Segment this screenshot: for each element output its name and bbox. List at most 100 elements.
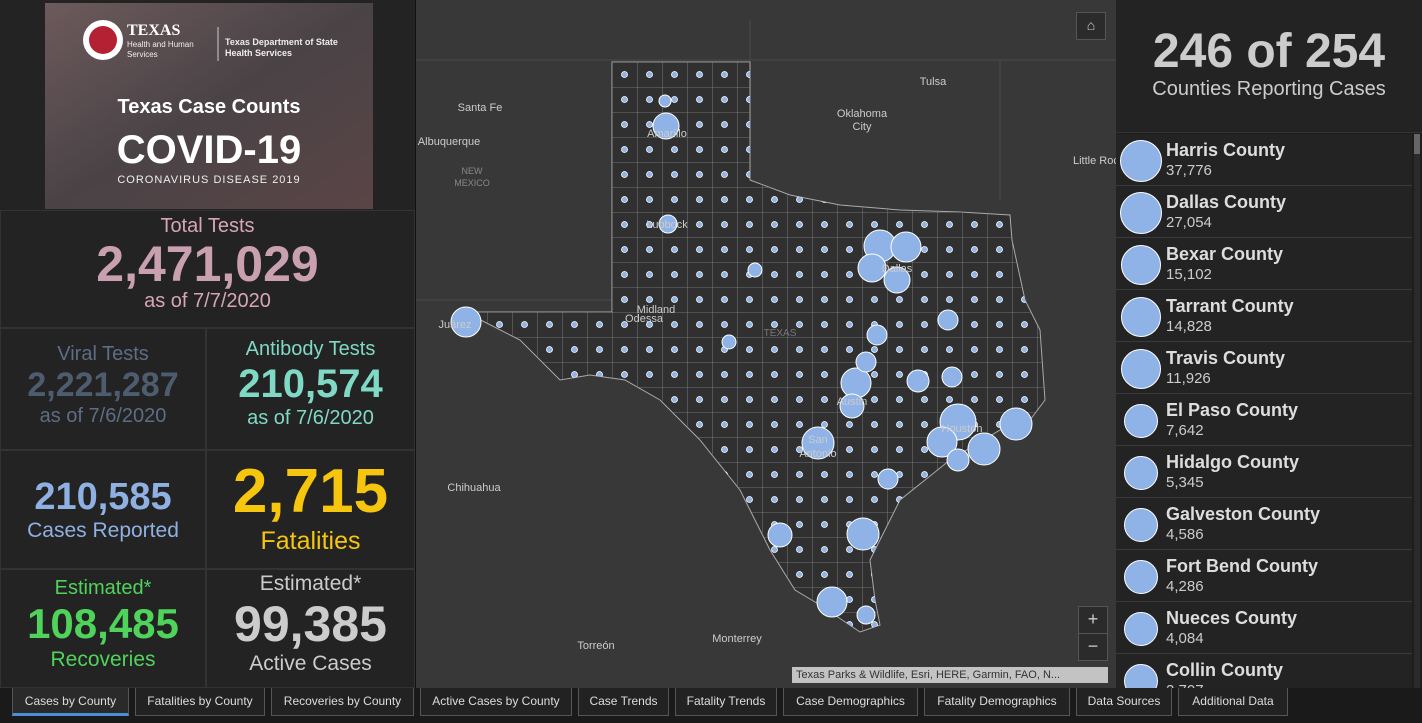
county-cases: 27,054 [1166,214,1212,231]
tab[interactable]: Case Trends [578,688,669,716]
county-cases: 11,926 [1166,370,1211,387]
scrollbar[interactable] [1414,134,1420,688]
map-label: Amarillo [647,128,687,140]
county-name: Galveston County [1166,504,1321,524]
county-bubble [1124,612,1158,646]
county-row[interactable]: Galveston County 4,586 [1116,498,1412,550]
map-label: Odessa [625,313,664,325]
attribution: Texas Parks & Wildlife, Esri, HERE, Garm… [792,667,1108,683]
map-label: MEXICO [454,178,490,188]
map-label: Houston [942,423,983,435]
value: 108,485 [27,600,179,647]
counties-reporting: 246 of 254 Counties Reporting Cases [1116,0,1422,133]
county-row[interactable]: Collin County 2,707 [1116,654,1412,688]
right-panel: 246 of 254 Counties Reporting Cases Harr… [1116,0,1422,688]
covid-title: COVID-19 [117,128,302,172]
county-row[interactable]: Travis County 11,926 [1116,342,1412,394]
zoom-in[interactable]: + [1078,606,1108,634]
counties [465,62,1045,632]
value: 210,585 [34,476,172,518]
left-panel: TEXAS Health and Human Services Texas De… [0,0,415,688]
zoom-out[interactable]: − [1078,633,1108,661]
county-name: El Paso County [1166,400,1299,420]
county-cases: 5,345 [1166,474,1204,491]
note: Estimated* [54,577,152,599]
map-label: Oklahoma [837,108,888,120]
county-row[interactable]: Dallas County 27,054 [1116,186,1412,238]
label: Counties Reporting Cases [1152,78,1386,100]
county-row[interactable]: Hidalgo County 5,345 [1116,446,1412,498]
scroll-thumb[interactable] [1414,134,1420,154]
headline: 246 of 254 [1152,25,1386,78]
banner-subtitle: CORONAVIRUS DISEASE 2019 [117,174,300,186]
map-labels: Santa Fe Albuquerque NEW MEXICO Tulsa Ok… [418,76,1116,652]
map-label: TEXAS [764,328,797,339]
label: Viral Tests [57,343,149,365]
home-button[interactable]: ⌂ [1076,12,1106,40]
banner-title: Texas Case Counts [117,96,300,118]
active: Estimated* 99,385 Active Cases [206,569,415,688]
tab[interactable]: Fatality Demographics [924,688,1070,716]
cases: 210,585 Cases Reported [0,450,206,569]
tab[interactable]: Fatality Trends [675,688,777,716]
county-name: Tarrant County [1166,296,1294,316]
county-cases: 14,828 [1166,318,1212,335]
map-label: Little Rock [1073,155,1116,167]
county-row[interactable]: Fort Bend County 4,286 [1116,550,1412,602]
banner: TEXAS Health and Human Services Texas De… [45,3,373,209]
map-label: San [808,434,828,446]
agency-sub: Services [127,50,158,59]
antibody-tests: Antibody Tests 210,574 as of 7/6/2020 [206,328,415,450]
county-bubble [1121,349,1161,389]
map-label: Austin [837,396,868,408]
map-label: Juárez [438,319,471,331]
county-cases: 7,642 [1166,422,1204,439]
county-row[interactable]: El Paso County 7,642 [1116,394,1412,446]
label: Cases Reported [27,519,179,542]
map-label: Albuquerque [418,136,480,148]
county-name: Dallas County [1166,192,1287,212]
tab-bar: Cases by County Fatalities by County Recov… [0,688,1422,723]
fatalities: 2,715 Fatalities [206,450,415,569]
total-tests: Total Tests 2,471,029 as of 7/7/2020 [0,210,415,328]
viral-tests: Viral Tests 2,221,287 as of 7/6/2020 [0,328,206,450]
county-row[interactable]: Bexar County 15,102 [1116,238,1412,290]
label: Recoveries [50,648,156,671]
label: Antibody Tests [245,338,376,360]
map-label: Dallas [882,263,913,275]
county-row[interactable]: Tarrant County 14,828 [1116,290,1412,342]
logo [89,26,117,54]
tab[interactable]: Case Demographics [783,688,918,716]
map[interactable]: Santa Fe Albuquerque NEW MEXICO Tulsa Ok… [416,0,1116,688]
dept: Texas Department of State [225,37,338,47]
county-cases: 2,707 [1166,682,1204,688]
county-bubble [1124,508,1158,542]
county-cases: 37,776 [1166,162,1212,179]
county-name: Travis County [1166,348,1286,368]
county-name: Collin County [1166,660,1283,680]
tab[interactable]: Active Cases by County [420,688,572,716]
map-label: Santa Fe [458,102,503,114]
value: 2,471,029 [96,236,319,292]
tab[interactable]: Cases by County [12,688,129,716]
county-name: Fort Bend County [1166,556,1318,576]
map-label: Midland [637,304,676,316]
date: as of 7/7/2020 [144,290,271,312]
tab[interactable]: Additional Data [1178,688,1288,716]
county-row[interactable]: Harris County 37,776 [1116,134,1412,186]
county-bubble [1120,192,1162,234]
map-label: City [853,121,872,133]
county-cases: 4,084 [1166,630,1204,647]
map-label: Tulsa [920,76,947,88]
county-name: Nueces County [1166,608,1298,628]
date: as of 7/6/2020 [247,407,374,429]
label: Fatalities [260,527,361,555]
tab[interactable]: Recoveries by County [271,688,414,716]
tab[interactable]: Data Sources [1076,688,1172,716]
county-name: Harris County [1166,140,1286,160]
county-row[interactable]: Nueces County 4,084 [1116,602,1412,654]
value: 99,385 [234,596,387,652]
county-cases: 4,586 [1166,526,1204,543]
tab[interactable]: Fatalities by County [135,688,265,716]
